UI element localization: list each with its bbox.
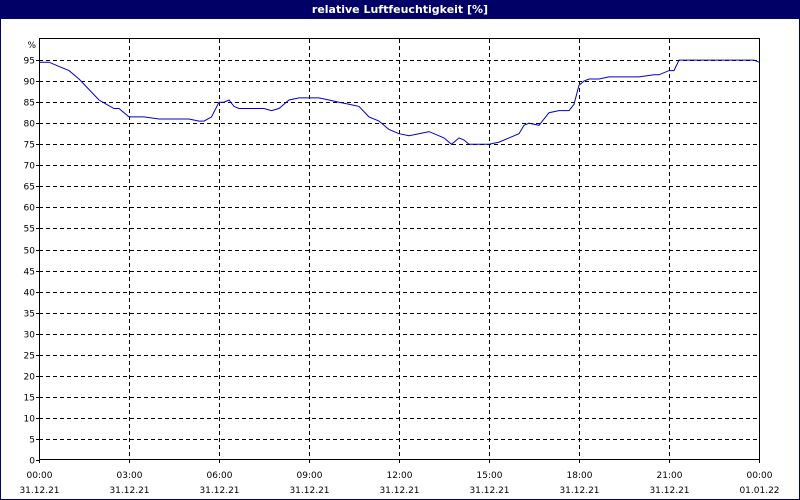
x-tick-time-label: 12:00 (387, 471, 413, 481)
y-tick-label: 30 (24, 331, 36, 341)
y-tick-label: 70 (24, 162, 36, 172)
y-tick-label: 0 (29, 457, 35, 467)
x-tick-date-label: 31.12.21 (379, 486, 419, 496)
y-tick-label: 40 (24, 289, 36, 299)
x-tick-time-label: 09:00 (297, 471, 323, 481)
y-tick-label: 75 (24, 141, 35, 151)
y-tick-label: 10 (24, 415, 36, 425)
x-tick-date-label: 31.12.21 (19, 486, 59, 496)
y-tick-label: 55 (24, 225, 35, 235)
x-tick-time-label: 00:00 (27, 471, 53, 481)
x-tick-date-label: 31.12.21 (289, 486, 329, 496)
y-tick-labels: 0 5 10 15 20 25 30 35 40 45 50 55 60 65 70 75 80 85 90 95 (24, 57, 36, 467)
x-tick-time-label: 21:00 (657, 471, 683, 481)
x-tick-time-label: 06:00 (207, 471, 233, 481)
y-tick-label: 45 (24, 268, 35, 278)
y-unit-label: % (27, 41, 36, 51)
grid-layer (36, 39, 760, 463)
x-tick-date-label: 01.01.22 (739, 486, 779, 496)
y-tick-label: 15 (24, 394, 35, 404)
x-tick-date-label: 31.12.21 (559, 486, 599, 496)
y-tick-label: 35 (24, 310, 35, 320)
y-tick-label: 65 (24, 183, 35, 193)
x-tick-time-label: 18:00 (567, 471, 593, 481)
y-tick-label: 85 (24, 99, 35, 109)
x-tick-date-label: 31.12.21 (649, 486, 689, 496)
plot-border (39, 38, 760, 460)
x-tick-date-label: 31.12.21 (199, 486, 239, 496)
y-tick-label: 90 (24, 78, 36, 88)
y-tick-label: 50 (24, 247, 36, 257)
x-tick-labels: 00:00 31.12.21 03:00 31.12.21 06:00 31.12.21 0… (19, 471, 779, 496)
x-tick-time-label: 03:00 (117, 471, 143, 481)
y-tick-label: 20 (24, 373, 36, 383)
y-tick-label: 5 (29, 436, 35, 446)
x-tick-time-label: 15:00 (477, 471, 503, 481)
x-tick-date-label: 31.12.21 (469, 486, 509, 496)
humidity-series-line (39, 59, 760, 145)
chart-title: relative Luftfeuchtigkeit [%] (1, 1, 799, 19)
x-tick-date-label: 31.12.21 (109, 486, 149, 496)
y-tick-label: 95 (24, 57, 35, 67)
y-tick-label: 60 (24, 204, 36, 214)
y-tick-label: 25 (24, 352, 35, 362)
y-tick-label: 80 (24, 120, 36, 130)
x-tick-time-label: 00:00 (747, 471, 773, 481)
